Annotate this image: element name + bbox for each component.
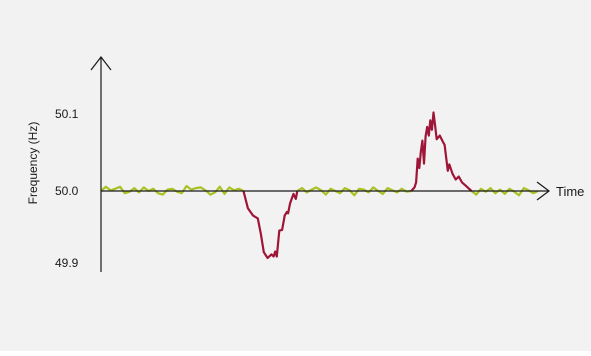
frequency-deviation-line	[410, 111, 473, 192]
x-axis-label: Time	[556, 184, 584, 199]
series-lines	[100, 111, 539, 260]
y-axis-arrow-icon	[90, 56, 112, 71]
x-axis-arrow-icon	[536, 181, 550, 201]
y-tick-label: 49.9	[55, 256, 79, 270]
normal-frequency-line	[470, 187, 539, 197]
normal-frequency-line	[296, 186, 412, 197]
frequency-deviation-line	[242, 190, 299, 260]
normal-frequency-line	[100, 184, 244, 196]
y-axis-label: Frequency (Hz)	[26, 122, 40, 205]
y-tick-label: 50.1	[55, 107, 79, 121]
y-tick-label: 50.0	[55, 184, 79, 198]
